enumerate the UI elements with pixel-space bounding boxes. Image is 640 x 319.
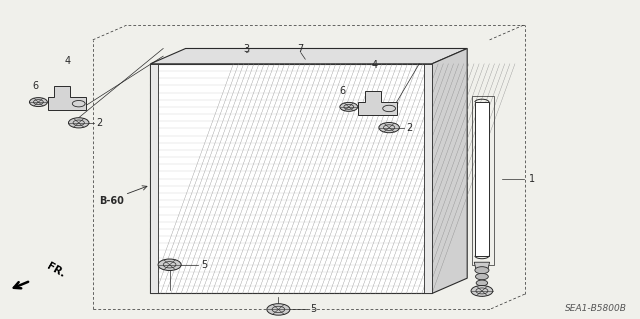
Circle shape xyxy=(29,98,47,107)
Circle shape xyxy=(476,273,488,280)
Polygon shape xyxy=(150,48,467,64)
Polygon shape xyxy=(48,86,86,110)
Circle shape xyxy=(476,280,488,286)
Circle shape xyxy=(471,286,493,296)
Text: 3: 3 xyxy=(243,44,250,55)
Bar xyxy=(424,64,432,293)
Text: 7: 7 xyxy=(298,44,304,55)
Circle shape xyxy=(68,118,89,128)
Text: 2: 2 xyxy=(96,118,102,128)
Text: 5: 5 xyxy=(310,304,317,315)
Text: 4: 4 xyxy=(371,60,378,70)
Circle shape xyxy=(475,267,489,274)
Text: B-60: B-60 xyxy=(100,196,124,206)
Polygon shape xyxy=(432,48,467,293)
Circle shape xyxy=(267,304,290,315)
Text: 1: 1 xyxy=(529,174,536,184)
Circle shape xyxy=(379,122,399,133)
Bar xyxy=(472,96,494,265)
Text: 6: 6 xyxy=(339,86,346,96)
Text: 6: 6 xyxy=(32,81,38,91)
Text: 4: 4 xyxy=(64,56,70,66)
Circle shape xyxy=(158,259,181,271)
Text: FR.: FR. xyxy=(45,261,67,279)
Polygon shape xyxy=(150,64,432,293)
Polygon shape xyxy=(358,91,397,115)
Text: SEA1-B5800B: SEA1-B5800B xyxy=(565,304,627,313)
Bar xyxy=(150,64,158,293)
Text: 2: 2 xyxy=(406,122,413,133)
Bar xyxy=(475,102,489,256)
Circle shape xyxy=(340,102,358,111)
Polygon shape xyxy=(474,262,490,270)
Text: 5: 5 xyxy=(202,260,208,270)
